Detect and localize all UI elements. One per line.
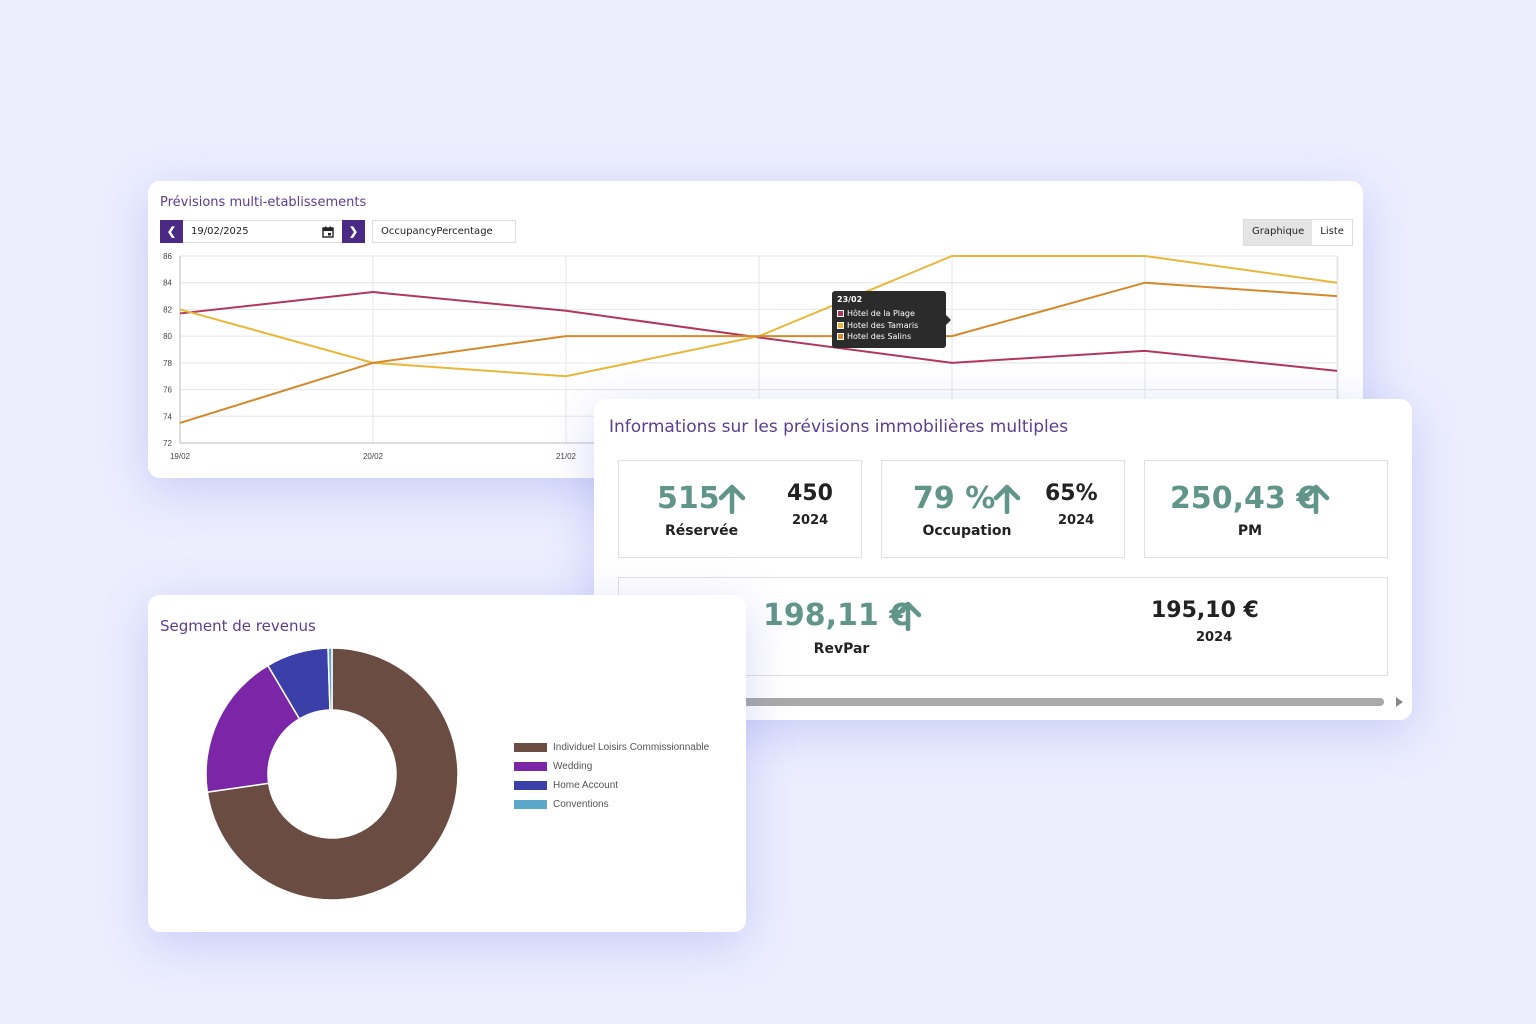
y-tick-label: 82: [163, 305, 172, 314]
kpi-label: Réservée: [664, 523, 739, 539]
legend-label: Wedding: [553, 761, 593, 772]
kpi-value: 250,43 €: [1170, 481, 1318, 516]
legend-label: Home Account: [553, 780, 619, 791]
kpi-pm: 250,43 € PM: [1144, 460, 1388, 558]
tooltip-swatch: [837, 310, 844, 318]
calendar-icon[interactable]: [322, 226, 334, 238]
chart-tooltip: 23/02 Hôtel de la Plage Hotel des Tamari…: [832, 291, 951, 348]
tooltip-swatch: [837, 321, 844, 329]
kpi-occupancy: 79 % Occupation 65% 2024: [881, 460, 1125, 558]
arrow-up-icon: [894, 601, 922, 631]
x-tick-label: 21/02: [556, 452, 577, 461]
kpi-value: 515: [657, 481, 720, 516]
info-title: Informations sur les prévisions immobili…: [609, 417, 1069, 437]
next-date-button[interactable]: ❯: [342, 220, 365, 243]
legend-swatch: [514, 781, 547, 790]
horizontal-scrollbar[interactable]: [614, 698, 1384, 706]
y-tick-label: 72: [163, 439, 172, 448]
arrow-up-icon: [718, 484, 746, 514]
y-tick-label: 80: [163, 332, 172, 341]
metric-select[interactable]: OccupancyPercentage: [372, 220, 516, 243]
tooltip-label: Hotel des Salins: [847, 332, 912, 342]
kpi-revpar: 198,11 € RevPar 195,10 € 2024: [618, 577, 1388, 676]
tooltip-row: Hôtel de la Plage: [837, 308, 941, 320]
kpi-prev-year: 2024: [792, 513, 829, 528]
scroll-right-arrow-icon[interactable]: [1396, 697, 1403, 707]
series-line-0: [179, 291, 1338, 372]
donut-chart: [205, 647, 459, 901]
series-line-2: [179, 281, 1338, 424]
arrow-up-icon: [993, 484, 1021, 514]
arrow-up-icon: [1302, 484, 1330, 514]
kpi-prev-year: 2024: [1196, 630, 1233, 645]
legend-item[interactable]: Wedding: [514, 757, 709, 776]
tooltip-swatch: [837, 333, 844, 341]
view-option-liste[interactable]: Liste: [1320, 226, 1344, 237]
legend-item[interactable]: Conventions: [514, 795, 709, 814]
prev-date-button[interactable]: ❮: [160, 220, 183, 243]
legend-item[interactable]: Home Account: [514, 776, 709, 795]
legend-label: Conventions: [553, 799, 609, 810]
donut-slice-3: [327, 647, 333, 711]
tooltip-label: Hotel des Tamaris: [847, 320, 919, 330]
date-value: 19/02/2025: [191, 226, 249, 237]
chevron-left-icon: ❮: [166, 226, 177, 238]
forecast-title: Prévisions multi-etablissements: [160, 195, 367, 210]
kpi-value: 79 %: [913, 481, 996, 516]
y-tick-label: 74: [163, 412, 172, 421]
kpi-reserved: 515 Réservée 450 2024: [618, 460, 862, 558]
date-input[interactable]: 19/02/2025: [183, 220, 342, 243]
segment-card: Segment de revenus Individuel Loisirs Co…: [148, 595, 746, 932]
legend-swatch: [514, 762, 547, 771]
y-tick-label: 86: [163, 252, 172, 261]
tooltip-row: Hotel des Tamaris: [837, 320, 941, 332]
kpi-prev-value: 450: [787, 481, 833, 506]
tooltip-title: 23/02: [837, 295, 863, 304]
legend-swatch: [514, 743, 547, 752]
kpi-prev-year: 2024: [1058, 513, 1095, 528]
scrollbar-thumb[interactable]: [614, 698, 1384, 706]
donut-slice-0: [206, 647, 459, 901]
segment-title: Segment de revenus: [160, 617, 316, 635]
kpi-prev-value: 65%: [1045, 481, 1098, 506]
chevron-right-icon: ❯: [348, 226, 359, 238]
kpi-label: PM: [1237, 523, 1263, 539]
view-option-graphique[interactable]: Graphique: [1244, 220, 1313, 245]
x-tick-label: 20/02: [363, 452, 384, 461]
kpi-prev-value: 195,10 €: [1151, 598, 1259, 623]
y-tick-label: 76: [163, 386, 172, 395]
kpi-label: RevPar: [813, 641, 870, 657]
legend-swatch: [514, 800, 547, 809]
y-tick-label: 78: [163, 359, 172, 368]
tooltip-label: Hôtel de la Plage: [847, 309, 915, 319]
legend-label: Individuel Loisirs Commissionnable: [553, 742, 710, 753]
legend-item[interactable]: Individuel Loisirs Commissionnable: [514, 738, 709, 757]
tooltip-row: Hotel des Salins: [837, 331, 941, 343]
chart-legend: Individuel Loisirs Commissionnable Weddin…: [514, 738, 709, 814]
kpi-label: Occupation: [922, 523, 1012, 539]
kpi-value: 198,11 €: [763, 598, 911, 633]
view-toggle: Graphique Liste: [1243, 219, 1353, 246]
y-tick-label: 84: [163, 279, 172, 288]
x-tick-label: 19/02: [170, 452, 191, 461]
